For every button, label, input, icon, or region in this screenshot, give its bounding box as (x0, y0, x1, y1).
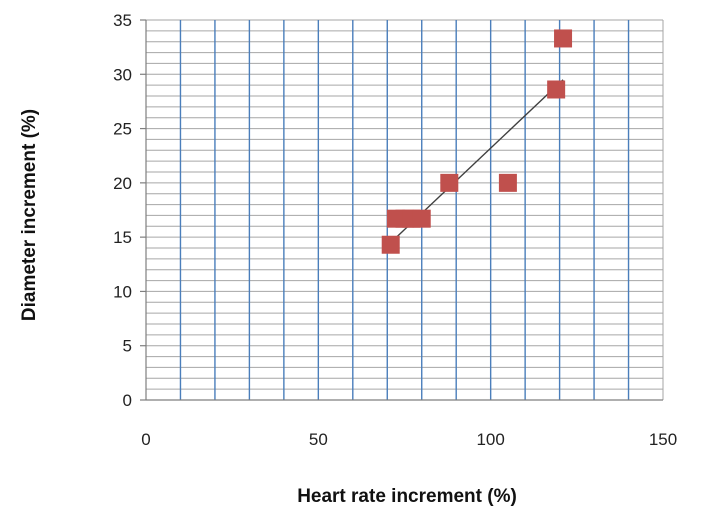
x-tick-label: 100 (476, 430, 504, 449)
x-tick-label: 150 (649, 430, 677, 449)
data-point (412, 209, 431, 228)
y-tick-label: 35 (113, 11, 132, 30)
tick-labels: 0 5 10 15 20 25 30 35 0 50 100 150 (113, 11, 677, 449)
y-axis-title: Diameter increment (%) (19, 109, 40, 321)
y-tick-label: 15 (113, 228, 132, 247)
axes (140, 19, 663, 401)
data-points (381, 29, 573, 254)
data-point (554, 29, 573, 48)
grid (146, 19, 664, 400)
y-tick-label: 10 (113, 282, 132, 301)
y-tick-label: 0 (123, 391, 132, 410)
y-tick-label: 5 (123, 337, 132, 356)
y-tick-label: 25 (113, 120, 132, 139)
data-point (440, 173, 459, 192)
data-point (547, 80, 566, 99)
x-axis-title: Heart rate increment (%) (297, 486, 517, 507)
x-tick-label: 0 (141, 430, 150, 449)
y-tick-label: 20 (113, 174, 132, 193)
data-point (498, 173, 517, 192)
data-point (381, 235, 400, 254)
y-tick-label: 30 (113, 65, 132, 84)
x-tick-label: 50 (309, 430, 328, 449)
